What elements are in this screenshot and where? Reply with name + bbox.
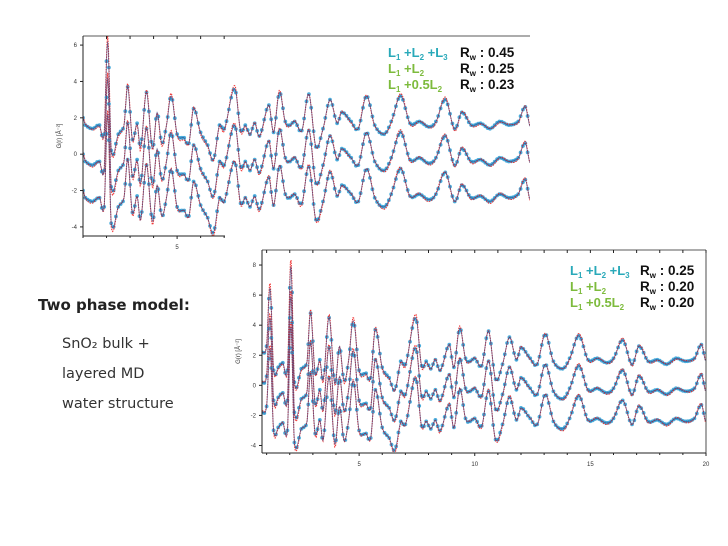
legend-entry-label: L1 +L2 — [388, 61, 425, 78]
x-tick-label: 20 — [703, 462, 710, 468]
subscript: 2 — [420, 53, 425, 62]
rw-symbol: R — [640, 279, 650, 294]
subscript: 1 — [396, 85, 401, 94]
y-tick-label: 4 — [74, 79, 78, 85]
difference-curve — [83, 41, 530, 161]
subscript: 2 — [620, 303, 625, 312]
subscript: 2 — [602, 271, 607, 280]
model-line-1: SnO₂ bulk + — [62, 336, 150, 352]
subscript: 2 — [438, 85, 443, 94]
difference-curve — [262, 296, 706, 421]
y-tick-label: -2 — [72, 189, 78, 195]
y-tick-label: 8 — [253, 263, 257, 269]
legend-text: L — [388, 77, 396, 92]
y-axis-label: G(r) [Å⁻²] — [56, 123, 63, 148]
model-line-3: water structure — [62, 396, 174, 412]
rw-subscript: w — [649, 271, 657, 280]
model-title: Two phase model: — [38, 296, 190, 314]
legend-entry-label: L1 +L2 +L3 — [570, 263, 630, 280]
legend-text: L — [570, 263, 578, 278]
y-tick-label: 2 — [253, 353, 257, 359]
legend-entry-label: L1 +L2 +L3 — [388, 45, 448, 62]
rw-number: : 0.25 — [476, 61, 515, 76]
legend-text: L — [570, 279, 578, 294]
plot-area — [83, 36, 530, 236]
legend-text: +L — [424, 45, 443, 60]
subscript: 1 — [578, 271, 583, 280]
difference-curve — [83, 114, 530, 234]
y-tick-label: 0 — [253, 383, 257, 389]
legend-text: +0.5L — [582, 295, 619, 310]
legend-text: +L — [582, 263, 601, 278]
rw-symbol: R — [460, 45, 470, 60]
difference-curve — [262, 266, 706, 391]
legend-entry-label: L1 +0.5L2 — [570, 295, 625, 312]
legend-rw-value: Rw : 0.45 — [460, 45, 515, 62]
legend-text: +L — [606, 263, 625, 278]
subscript: 1 — [396, 69, 401, 78]
y-tick-label: -4 — [251, 443, 257, 449]
subscript: 3 — [443, 53, 448, 62]
y-tick-label: 6 — [253, 293, 257, 299]
y-tick-label: 2 — [74, 116, 78, 122]
y-axis-label: G(r) [Å⁻²] — [235, 339, 242, 364]
legend-entry-label: L1 +0.5L2 — [388, 77, 443, 94]
rw-subscript: w — [649, 287, 657, 296]
legend-text: +0.5L — [400, 77, 437, 92]
legend-text: L — [388, 45, 396, 60]
y-tick-label: -2 — [251, 413, 257, 419]
subscript: 1 — [578, 287, 583, 296]
rw-subscript: w — [469, 85, 477, 94]
legend-text: +L — [400, 61, 419, 76]
subscript: 1 — [578, 303, 583, 312]
rw-number: : 0.20 — [656, 295, 694, 310]
difference-curve — [262, 326, 706, 451]
calculated-curve — [262, 290, 706, 423]
y-tick-label: 0 — [74, 152, 78, 158]
legend-text: +L — [582, 279, 601, 294]
legend-rw-value: Rw : 0.20 — [640, 279, 694, 296]
subscript: 1 — [396, 53, 401, 62]
legend-rw-value: Rw : 0.23 — [460, 77, 515, 94]
rw-symbol: R — [640, 263, 650, 278]
y-tick-label: 6 — [74, 43, 78, 49]
rw-symbol: R — [460, 61, 470, 76]
rw-subscript: w — [469, 53, 477, 62]
legend-rw-value: Rw : 0.25 — [640, 263, 695, 280]
rw-subscript: w — [649, 303, 657, 312]
x-tick-label: 10 — [471, 462, 478, 468]
subscript: 2 — [602, 287, 607, 296]
legend-rw-value: Rw : 0.20 — [640, 295, 694, 312]
subscript: 2 — [420, 69, 425, 78]
x-tick-label: 5 — [357, 462, 361, 468]
rw-number: : 0.23 — [476, 77, 515, 92]
x-tick-label: 15 — [587, 462, 594, 468]
rw-symbol: R — [460, 77, 470, 92]
plot-area — [262, 260, 706, 453]
legend-text: L — [388, 61, 396, 76]
rw-number: : 0.20 — [656, 279, 694, 294]
legend-text: L — [570, 295, 578, 310]
rw-number: : 0.25 — [656, 263, 695, 278]
legend-text: +L — [400, 45, 419, 60]
subscript: 3 — [625, 271, 630, 280]
rw-number: : 0.45 — [476, 45, 515, 60]
y-tick-label: -4 — [72, 225, 78, 231]
y-tick-label: 4 — [253, 323, 257, 329]
x-tick-label: 5 — [175, 245, 179, 251]
rw-subscript: w — [469, 69, 477, 78]
legend-entry-label: L1 +L2 — [570, 279, 607, 296]
model-line-2: layered MD — [62, 366, 145, 382]
difference-curve — [83, 77, 530, 198]
rw-symbol: R — [640, 295, 650, 310]
legend-rw-value: Rw : 0.25 — [460, 61, 515, 78]
